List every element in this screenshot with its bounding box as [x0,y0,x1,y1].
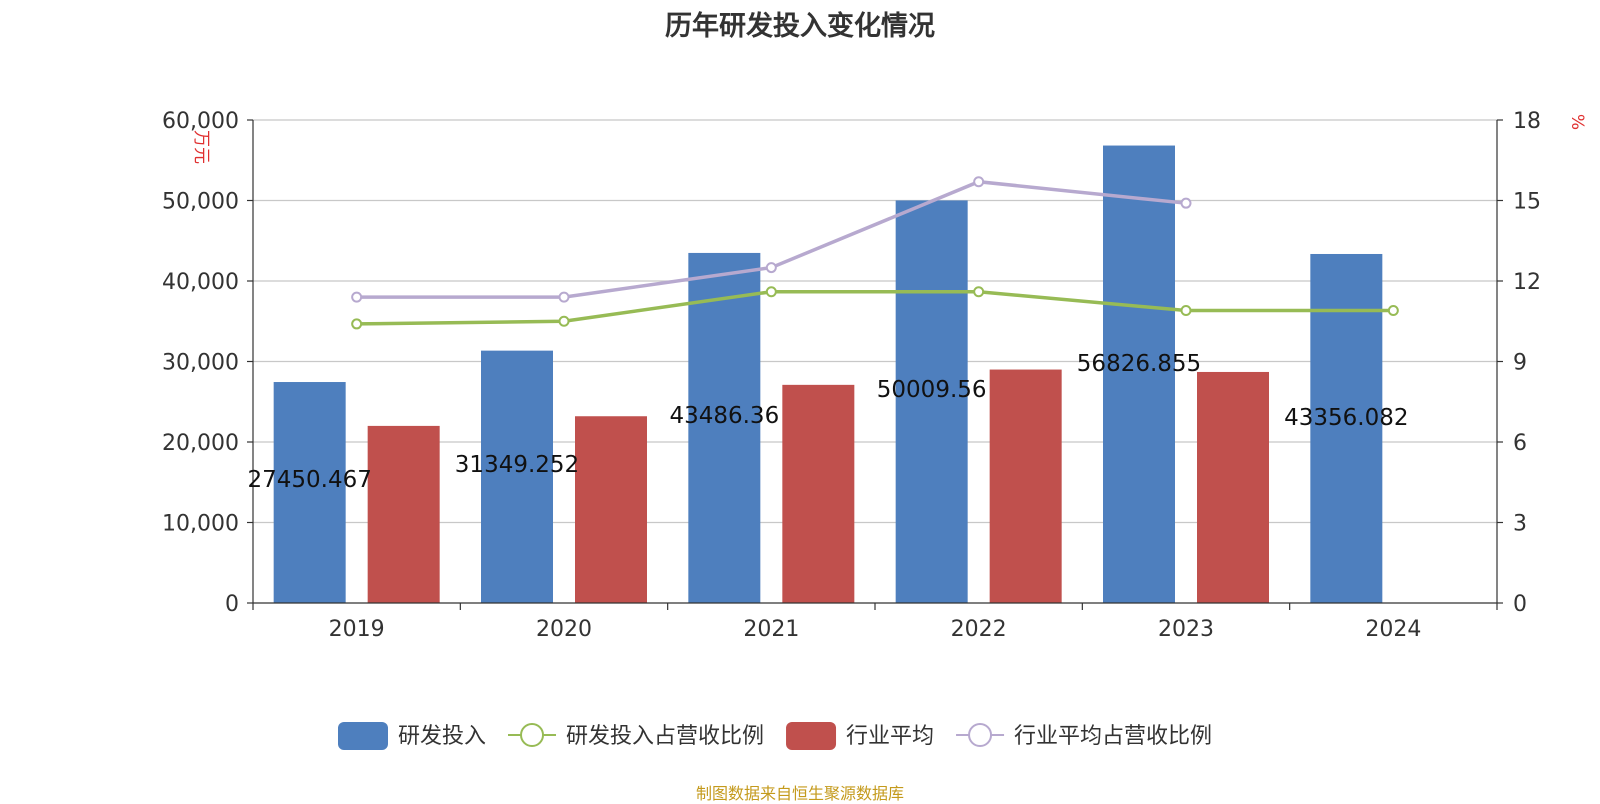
y-left-tick-label: 40,000 [162,270,239,295]
line-point [973,176,985,188]
grid-lines [253,119,1497,524]
y-left-tick-label: 50,000 [162,190,239,215]
line-point [1180,305,1192,317]
bars-layer [273,145,1383,604]
x-tick-label: 2020 [536,617,592,642]
x-tick-label: 2022 [951,617,1007,642]
lines-layer [351,176,1399,330]
line-point [558,291,570,303]
bar [481,350,553,603]
legend-swatch [786,722,837,750]
bar [688,252,761,603]
data-labels: 27450.467 31349.252 43486.36 50009.56 56826.… [247,351,1408,493]
y-left-tick-label: 30,000 [162,351,239,376]
y-left-axis-label: 万元 [191,130,211,164]
line-point [765,286,777,298]
y-right-tick-label: 0 [1513,592,1527,617]
legend[interactable]: 研发投入 研发投入占营收比例 行业平均 行业平均占营收比例 [338,722,1212,750]
bar-value-label: 27450.467 [247,467,371,493]
legend-label: 研发投入占营收比例 [566,724,764,749]
bar [989,369,1062,603]
legend-item[interactable]: 行业平均占营收比例 [956,723,1212,749]
data-source-note: 制图数据来自恒生聚源数据库 [695,784,904,803]
series-line [356,179,1187,299]
bar [782,384,855,603]
chart-title: 历年研发投入变化情况 [665,11,935,42]
x-tick-label: 2019 [329,617,385,642]
legend-item[interactable]: 行业平均 [786,722,934,750]
line-point [1180,197,1192,209]
y-right-tick-label: 12 [1513,270,1541,295]
bar [273,382,346,603]
axes: 0 10,000 20,000 30,000 40,000 50,000 60,000 0 3 6… [162,109,1587,642]
bar-value-label: 56826.855 [1077,351,1201,377]
line-point [351,291,363,303]
x-tick-label: 2024 [1365,617,1421,642]
line-point [1387,305,1399,317]
y-right-tick-label: 3 [1513,512,1527,537]
bar-value-label: 43486.36 [669,403,779,429]
bar-value-label: 50009.56 [877,377,987,403]
bar [1103,145,1175,603]
bar [367,425,440,603]
line-point [973,286,985,298]
chart-canvas: 0 10,000 20,000 30,000 40,000 50,000 60,000 0 3 6… [162,109,1587,750]
legend-swatch-marker [968,723,993,747]
series-line [356,289,1394,326]
y-right-tick-label: 6 [1513,431,1527,456]
legend-item[interactable]: 研发投入 [338,722,486,750]
x-tick-label: 2023 [1158,617,1214,642]
line-point [765,262,777,274]
bar [895,200,968,603]
legend-item[interactable]: 研发投入占营收比例 [508,723,764,749]
x-tick-label: 2021 [743,617,799,642]
y-right-tick-label: 9 [1513,351,1527,376]
y-left-tick-label: 0 [225,592,239,617]
legend-label: 研发投入 [398,724,486,749]
y-left-tick-label: 60,000 [162,109,239,134]
legend-swatch-marker [520,723,545,747]
y-right-tick-label: 15 [1513,190,1541,215]
legend-label: 行业平均占营收比例 [1014,724,1212,749]
line-point [558,315,570,327]
line-point [351,318,363,330]
y-left-tick-label: 20,000 [162,431,239,456]
y-right-tick-label: 18 [1513,109,1541,134]
legend-label: 行业平均 [846,724,934,749]
legend-swatch [338,722,388,750]
bar [1197,371,1269,603]
y-right-axis-label: % [1567,114,1587,130]
y-left-tick-label: 10,000 [162,512,239,537]
bar-value-label: 43356.082 [1284,405,1408,431]
bar [575,416,647,603]
bar-value-label: 31349.252 [455,452,579,478]
